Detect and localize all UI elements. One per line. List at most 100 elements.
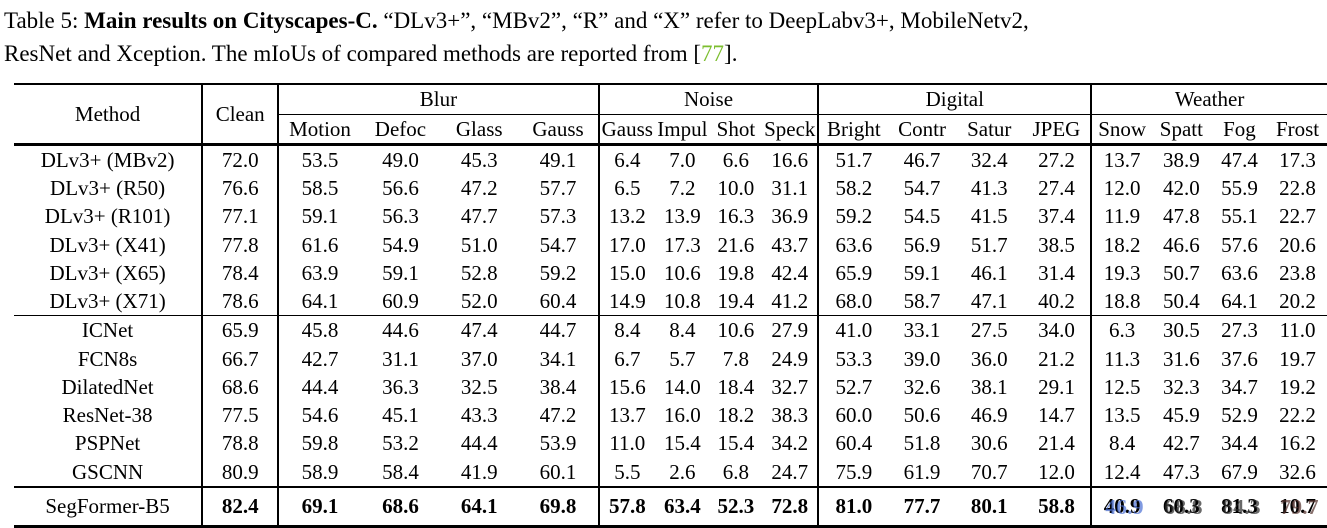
value-cell: 59.2 xyxy=(817,202,889,231)
value-cell: 41.5 xyxy=(970,204,1008,229)
value-cell: 37.4 xyxy=(1038,204,1075,229)
value-cell: 47.3 xyxy=(1163,459,1200,484)
value-cell: 16.2 xyxy=(1279,431,1316,456)
value-cell: 13.7 xyxy=(1090,144,1153,175)
value-cell: 13.7 xyxy=(597,401,655,430)
value-cell: 15.6 xyxy=(597,372,655,402)
value-cell: 54.7 xyxy=(539,232,577,257)
garbled-value-cell: 40.9 46.9 xyxy=(1090,485,1153,527)
value-cell: 63.6 xyxy=(817,230,889,259)
value-cell: 57.3 xyxy=(539,204,577,229)
group-header-digital: Digital xyxy=(817,84,1092,115)
method-cell: GSCNN xyxy=(71,459,144,484)
value-cell: 52.9 xyxy=(1221,403,1258,428)
col-header-fog: Fog xyxy=(1210,114,1269,146)
value-cell: 42.0 xyxy=(1163,176,1200,201)
value-cell: 54.7 xyxy=(903,176,941,201)
value-cell: 32.6 xyxy=(903,374,941,399)
value-cell: 32.7 xyxy=(771,374,809,399)
value-cell: 51.7 xyxy=(970,232,1008,257)
value-cell: 45.9 xyxy=(1163,403,1200,428)
value-cell: 53.2 xyxy=(382,431,419,456)
value-cell: 17.3 xyxy=(664,232,701,257)
value-cell: 43.3 xyxy=(460,403,498,428)
value-cell: 11.3 xyxy=(1090,344,1153,373)
col-header-gauss: Gauss xyxy=(597,114,655,146)
method-cell: PSPNet xyxy=(74,431,141,456)
table-row: ResNet-38 77.5 54.6 45.1 43.3 47.2 13.7 16.0 18.… xyxy=(14,401,1327,430)
value-cell: 58.4 xyxy=(382,459,419,484)
value-cell: 56.3 xyxy=(382,204,419,229)
value-cell: 20.2 xyxy=(1279,289,1316,314)
highlight-row: SegFormer-B5 82.4 69.1 68.6 64.1 69.8 57.8 63.4… xyxy=(14,485,1327,527)
value-cell: 46.1 xyxy=(970,260,1008,285)
value-cell: 2.6 xyxy=(669,459,696,484)
table-body: DLv3+ (MBv2) 72.0 53.5 49.0 45.3 49.1 6.4 7.0 6.… xyxy=(14,144,1327,527)
table-row: DLv3+ (MBv2) 72.0 53.5 49.0 45.3 49.1 6.4 7.0 6.… xyxy=(14,144,1327,175)
value-cell: 38.3 xyxy=(771,403,809,428)
value-cell: 51.7 xyxy=(817,144,889,175)
value-cell: 13.2 xyxy=(597,202,655,231)
col-header-defoc: Defoc xyxy=(360,114,441,146)
value-cell: 68.0 xyxy=(817,287,889,316)
value-cell: 47.2 xyxy=(460,176,498,201)
value-cell: 19.4 xyxy=(717,289,755,314)
value-cell: 54.9 xyxy=(382,232,419,257)
col-header-bright: Bright xyxy=(817,114,889,146)
clean-cell: 77.8 xyxy=(201,230,279,259)
value-cell: 6.4 xyxy=(597,144,655,175)
method-header: Method xyxy=(14,84,203,146)
method-cell: DLv3+ (X71) xyxy=(49,289,166,314)
citation-link[interactable]: 77 xyxy=(701,40,725,66)
value-cell: 44.4 xyxy=(460,431,498,456)
garbled-value-cell: 81.3 84.3 xyxy=(1210,485,1269,527)
value-cell: 38.1 xyxy=(970,374,1008,399)
value-cell: 34.2 xyxy=(771,431,809,456)
clean-cell: 78.4 xyxy=(201,258,279,288)
clean-cell: 78.8 xyxy=(201,429,279,458)
value-cell: 8.4 xyxy=(597,315,655,345)
caption-text-end: ]. xyxy=(724,40,738,66)
value-cell: 52.3 xyxy=(709,485,763,527)
value-cell: 6.3 xyxy=(1090,315,1153,345)
value-cell: 15.4 xyxy=(717,431,755,456)
value-cell: 53.3 xyxy=(817,344,889,373)
value-cell: 18.2 xyxy=(717,403,755,428)
value-cell: 5.5 xyxy=(597,457,655,487)
value-cell: 60.0 xyxy=(817,401,889,430)
value-cell: 20.6 xyxy=(1279,232,1316,257)
results-table: Method Clean Blur Noise Digital Weather Motion… xyxy=(14,83,1327,528)
method-cell: DLv3+ (R101) xyxy=(44,204,171,229)
method-cell: DilatedNet xyxy=(61,374,154,399)
value-cell: 31.4 xyxy=(1038,260,1075,285)
clean-cell: 80.9 xyxy=(201,457,279,487)
value-cell: 51.0 xyxy=(460,232,498,257)
value-cell: 45.8 xyxy=(277,315,361,345)
value-cell: 53.5 xyxy=(277,144,361,175)
value-cell: 58.7 xyxy=(903,289,941,314)
value-cell: 27.2 xyxy=(1038,147,1075,172)
value-cell: 8.4 xyxy=(1090,429,1153,458)
value-cell: 8.4 xyxy=(654,315,710,345)
value-cell: 69.1 xyxy=(277,485,361,527)
clean-cell: 72.0 xyxy=(201,144,279,175)
value-cell: 32.5 xyxy=(460,374,498,399)
value-cell: 52.7 xyxy=(817,372,889,402)
value-cell: 10.6 xyxy=(709,315,763,345)
value-cell: 63.6 xyxy=(1221,260,1258,285)
value-cell: 31.1 xyxy=(771,176,809,201)
col-header-impul: Impul xyxy=(654,114,710,146)
value-cell: 14.9 xyxy=(597,287,655,316)
value-cell: 6.8 xyxy=(722,459,750,484)
group-header-noise: Noise xyxy=(597,84,819,115)
table-caption: Table 5: Main results on Cityscapes-C. “… xyxy=(4,5,1326,70)
table-row: DilatedNet 68.6 44.4 36.3 32.5 38.4 15.6 14.0 18… xyxy=(14,372,1327,402)
value-cell: 14.0 xyxy=(664,374,701,399)
value-cell: 46.9 xyxy=(970,403,1008,428)
value-cell: 47.4 xyxy=(440,315,519,345)
value-cell: 7.8 xyxy=(722,346,750,371)
value-cell: 15.0 xyxy=(597,258,655,288)
value-cell: 45.3 xyxy=(460,147,498,172)
garbled-text: 60.3 68.8 xyxy=(1163,493,1203,520)
table-head: Method Clean Blur Noise Digital Weather Motion… xyxy=(14,84,1327,146)
